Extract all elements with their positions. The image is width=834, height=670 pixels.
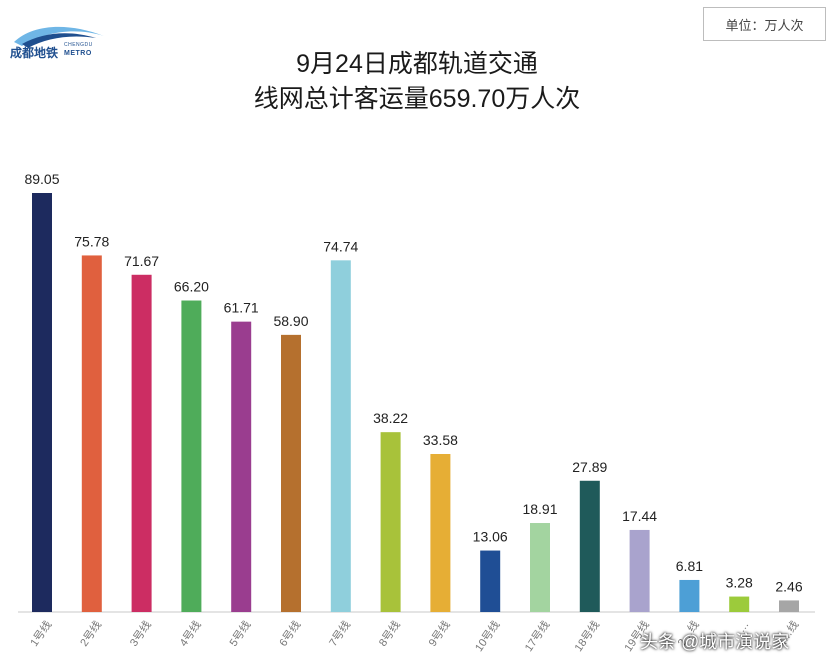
watermark: 头条 @城市演说家	[640, 632, 790, 652]
bar-3	[131, 274, 152, 612]
data-label-16: 2.46	[775, 578, 802, 594]
tick-label-8: 8号线	[375, 618, 403, 649]
bar-12	[579, 480, 600, 612]
chart-subtitle: 线网总计客运量659.70万人次	[253, 85, 581, 113]
bar-4	[181, 300, 202, 612]
bar-13	[629, 529, 650, 612]
data-label-4: 66.20	[174, 279, 209, 295]
logo-text-en-bottom: METRO	[64, 50, 92, 57]
data-label-9: 33.58	[423, 432, 458, 448]
tick-label-11: 17号线	[521, 618, 552, 654]
tick-label-12: 18号线	[571, 618, 602, 654]
data-label-14: 6.81	[676, 558, 703, 574]
bar-2	[81, 255, 102, 612]
tick-label-1: 1号线	[27, 618, 55, 649]
data-label-1: 89.05	[24, 171, 59, 187]
tick-label-2: 2号线	[77, 618, 105, 649]
data-label-2: 75.78	[74, 233, 109, 249]
data-label-13: 17.44	[622, 508, 657, 524]
bar-6	[281, 334, 301, 612]
logo-text-cn: 成都地铁	[10, 46, 59, 60]
bar-8	[380, 432, 401, 612]
tick-label-4: 4号线	[176, 618, 204, 649]
tick-label-6: 6号线	[276, 618, 304, 649]
bar-9	[430, 453, 451, 612]
data-label-6: 58.90	[273, 313, 308, 329]
data-label-3: 71.67	[124, 253, 159, 269]
tick-label-7: 7号线	[326, 618, 354, 649]
bar-5	[231, 321, 252, 612]
unit-label: 单位：万人次	[703, 7, 826, 41]
chengdu-metro-logo-icon	[14, 26, 104, 48]
data-label-12: 27.89	[572, 459, 607, 475]
logo-text-en-top: CHENGDU	[64, 42, 93, 48]
tick-label-3: 3号线	[126, 618, 154, 649]
data-label-7: 74.74	[323, 238, 358, 254]
bar-11	[530, 523, 550, 612]
bar-15	[729, 596, 750, 612]
bar-7	[330, 260, 351, 612]
tick-label-10: 10号线	[471, 618, 502, 654]
tick-label-5: 5号线	[226, 618, 254, 649]
data-label-11: 18.91	[522, 501, 557, 517]
data-label-8: 38.22	[373, 410, 408, 426]
data-label-15: 3.28	[726, 575, 753, 591]
bar-16	[779, 600, 799, 612]
tick-label-9: 9号线	[425, 618, 453, 649]
chart-title: 9月24日成都轨道交通	[296, 50, 538, 78]
data-label-5: 61.71	[224, 300, 259, 316]
bar-10	[480, 550, 501, 612]
data-label-10: 13.06	[473, 529, 508, 545]
bar-1	[32, 193, 52, 612]
bar-14	[679, 579, 700, 612]
